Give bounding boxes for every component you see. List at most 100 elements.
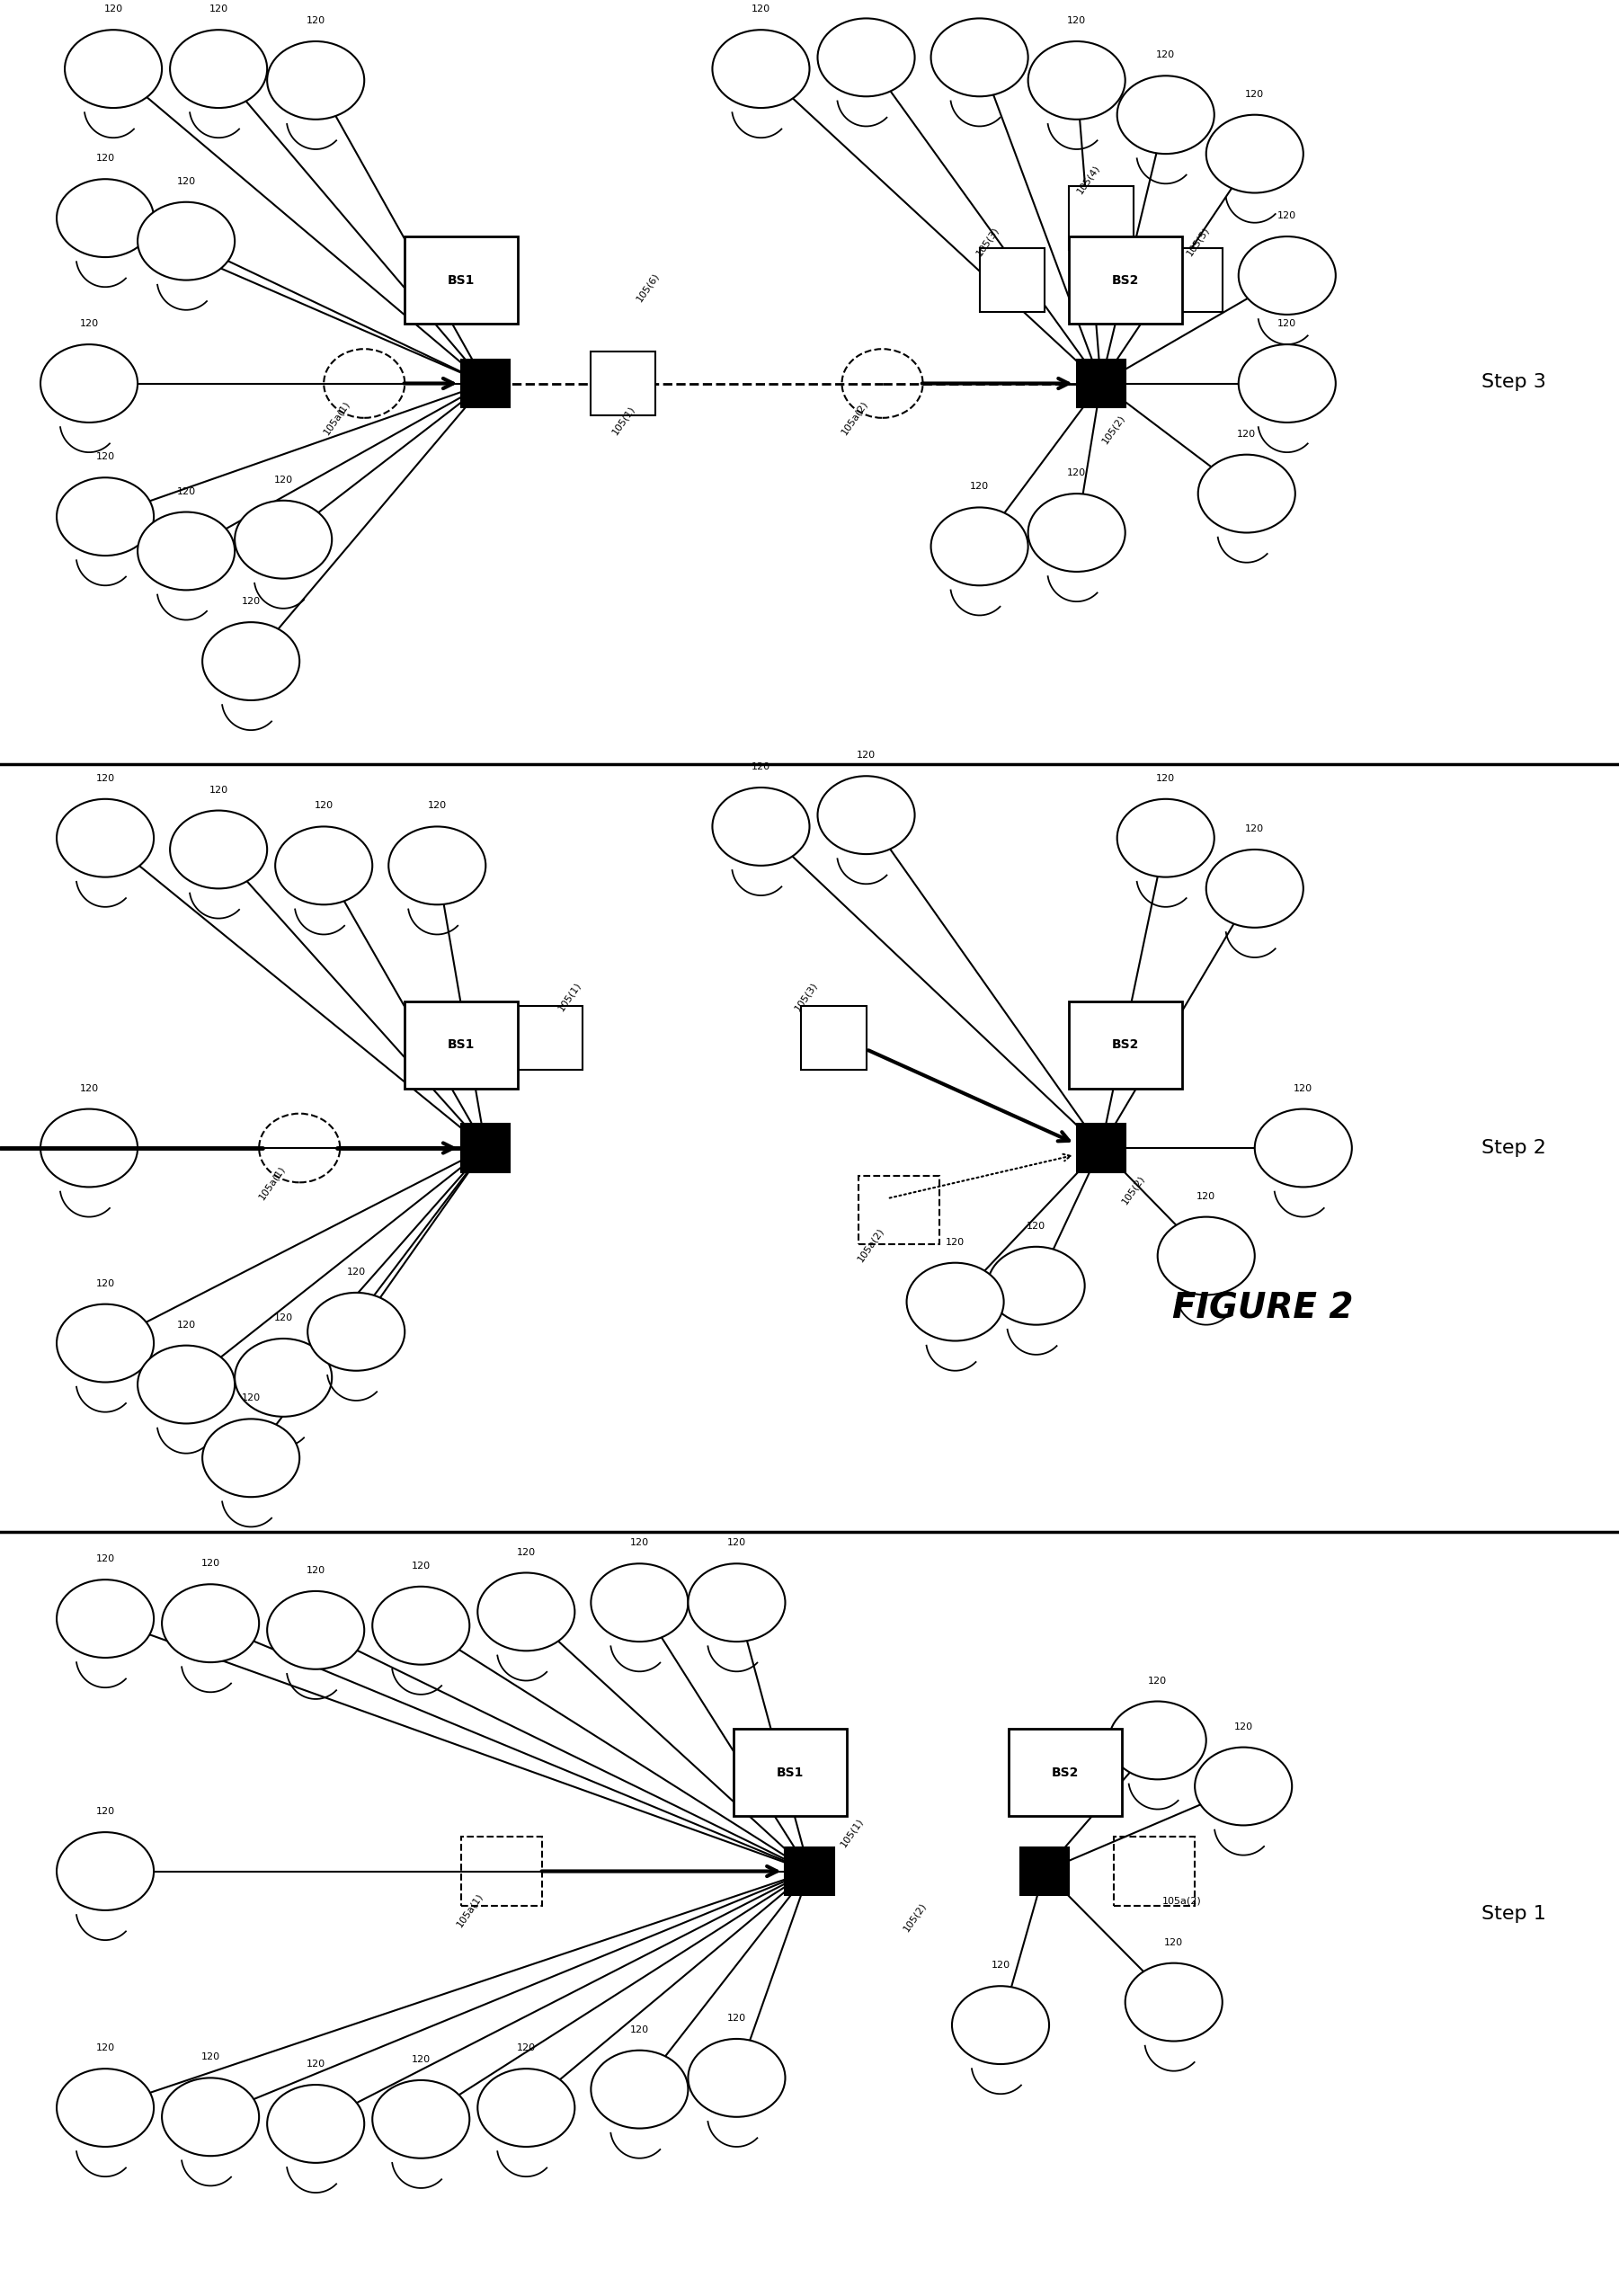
- Bar: [1069, 1001, 1182, 1088]
- Text: 120: 120: [1156, 774, 1175, 783]
- Text: 120: 120: [751, 5, 771, 14]
- Ellipse shape: [688, 2039, 785, 2117]
- Bar: [1158, 248, 1222, 312]
- Ellipse shape: [907, 1263, 1004, 1341]
- Text: 120: 120: [306, 16, 325, 25]
- Text: 105(5): 105(5): [1185, 225, 1211, 257]
- Text: 120: 120: [1026, 1221, 1046, 1231]
- Bar: [461, 1837, 542, 1906]
- Text: 105(4): 105(4): [1075, 163, 1101, 195]
- Ellipse shape: [202, 622, 300, 700]
- Ellipse shape: [591, 2050, 688, 2128]
- Ellipse shape: [1028, 41, 1125, 119]
- Text: 120: 120: [411, 1561, 431, 1570]
- Ellipse shape: [1206, 115, 1303, 193]
- Text: 120: 120: [96, 154, 115, 163]
- Ellipse shape: [1255, 1109, 1352, 1187]
- Text: 120: 120: [411, 2055, 431, 2064]
- Ellipse shape: [267, 1591, 364, 1669]
- Text: 120: 120: [96, 2043, 115, 2053]
- Text: 120: 120: [1148, 1676, 1167, 1685]
- Text: 105(1): 105(1): [557, 980, 583, 1013]
- Text: 120: 120: [945, 1238, 965, 1247]
- Text: 120: 120: [1277, 319, 1297, 328]
- Text: 120: 120: [96, 452, 115, 461]
- Text: BS2: BS2: [1112, 1038, 1138, 1052]
- Text: 105(1): 105(1): [610, 404, 636, 436]
- Text: 120: 120: [274, 475, 293, 484]
- Text: 120: 120: [1156, 51, 1175, 60]
- Ellipse shape: [138, 512, 235, 590]
- Bar: [405, 1001, 518, 1088]
- Ellipse shape: [372, 1587, 470, 1665]
- Ellipse shape: [1206, 850, 1303, 928]
- Text: 120: 120: [241, 1394, 261, 1403]
- Bar: [461, 1125, 510, 1171]
- Ellipse shape: [57, 1580, 154, 1658]
- Ellipse shape: [57, 478, 154, 556]
- Ellipse shape: [1109, 1701, 1206, 1779]
- Bar: [979, 248, 1044, 312]
- Bar: [801, 1006, 866, 1070]
- Text: 120: 120: [1234, 1722, 1253, 1731]
- Ellipse shape: [235, 1339, 332, 1417]
- Text: 105a(1): 105a(1): [455, 1892, 484, 1929]
- Text: 120: 120: [1237, 429, 1256, 439]
- Ellipse shape: [162, 2078, 259, 2156]
- Text: 105(3): 105(3): [975, 225, 1001, 257]
- Ellipse shape: [1028, 494, 1125, 572]
- Text: 120: 120: [79, 319, 99, 328]
- Ellipse shape: [57, 1832, 154, 1910]
- Ellipse shape: [931, 18, 1028, 96]
- Ellipse shape: [170, 810, 267, 889]
- Text: 105a(1): 105a(1): [257, 1164, 287, 1201]
- Text: 120: 120: [96, 1807, 115, 1816]
- Text: 105(3): 105(3): [793, 980, 819, 1013]
- Ellipse shape: [267, 41, 364, 119]
- Ellipse shape: [235, 501, 332, 579]
- Text: 120: 120: [1245, 824, 1264, 833]
- Text: 105(2): 105(2): [902, 1901, 928, 1933]
- Text: 120: 120: [241, 597, 261, 606]
- Bar: [1114, 1837, 1195, 1906]
- Ellipse shape: [1239, 236, 1336, 315]
- Ellipse shape: [65, 30, 162, 108]
- Ellipse shape: [1195, 1747, 1292, 1825]
- Ellipse shape: [931, 507, 1028, 585]
- Text: 120: 120: [516, 1548, 536, 1557]
- Text: 120: 120: [306, 1566, 325, 1575]
- Text: 105a(2): 105a(2): [856, 1226, 886, 1263]
- Text: 120: 120: [1164, 1938, 1183, 1947]
- Ellipse shape: [712, 30, 810, 108]
- Ellipse shape: [478, 1573, 575, 1651]
- Text: 120: 120: [96, 1279, 115, 1288]
- Text: 120: 120: [727, 2014, 746, 2023]
- Text: FIGURE 2: FIGURE 2: [1172, 1293, 1353, 1325]
- Text: 120: 120: [306, 2060, 325, 2069]
- Text: 120: 120: [727, 1538, 746, 1548]
- Text: 120: 120: [630, 2025, 649, 2034]
- Ellipse shape: [1198, 455, 1295, 533]
- Ellipse shape: [275, 827, 372, 905]
- Ellipse shape: [308, 1293, 405, 1371]
- Ellipse shape: [1239, 344, 1336, 422]
- Text: 120: 120: [1294, 1084, 1313, 1093]
- Bar: [785, 1846, 834, 1896]
- Text: 120: 120: [751, 762, 771, 771]
- Text: BS1: BS1: [777, 1766, 803, 1779]
- Ellipse shape: [138, 1345, 235, 1424]
- Ellipse shape: [57, 799, 154, 877]
- Text: 120: 120: [209, 5, 228, 14]
- Text: 120: 120: [1196, 1192, 1216, 1201]
- Text: Step 2: Step 2: [1481, 1139, 1546, 1157]
- Text: 120: 120: [176, 487, 196, 496]
- Text: 105(2): 105(2): [1120, 1173, 1146, 1205]
- Bar: [518, 1006, 583, 1070]
- Text: 120: 120: [1277, 211, 1297, 220]
- Text: 120: 120: [630, 1538, 649, 1548]
- Ellipse shape: [57, 179, 154, 257]
- Ellipse shape: [138, 202, 235, 280]
- Text: 120: 120: [346, 1267, 366, 1277]
- Ellipse shape: [1117, 76, 1214, 154]
- Ellipse shape: [988, 1247, 1085, 1325]
